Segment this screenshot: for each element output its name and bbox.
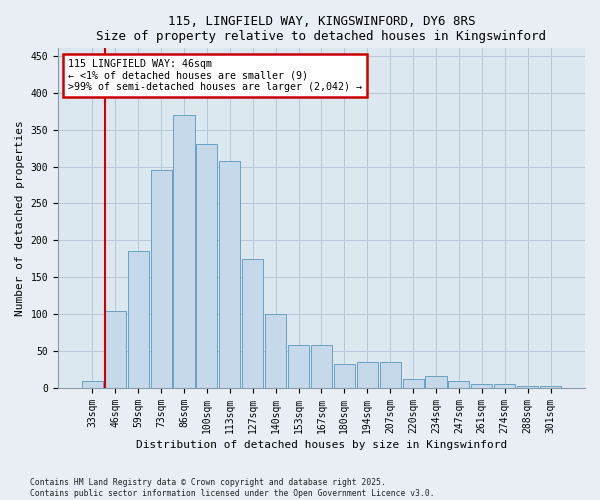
Bar xyxy=(219,162,241,388)
X-axis label: Distribution of detached houses by size in Kingswinford: Distribution of detached houses by size … xyxy=(136,440,507,450)
Bar xyxy=(357,362,378,388)
Bar xyxy=(517,386,538,388)
Bar xyxy=(380,362,401,388)
Bar xyxy=(540,386,561,388)
Text: Contains HM Land Registry data © Crown copyright and database right 2025.
Contai: Contains HM Land Registry data © Crown c… xyxy=(30,478,434,498)
Bar xyxy=(265,314,286,388)
Y-axis label: Number of detached properties: Number of detached properties xyxy=(15,120,25,316)
Bar xyxy=(471,384,493,388)
Bar xyxy=(82,382,103,388)
Text: 115 LINGFIELD WAY: 46sqm
← <1% of detached houses are smaller (9)
>99% of semi-d: 115 LINGFIELD WAY: 46sqm ← <1% of detach… xyxy=(68,58,362,92)
Bar xyxy=(128,252,149,388)
Bar xyxy=(173,115,194,388)
Bar xyxy=(425,376,446,388)
Bar xyxy=(105,310,126,388)
Title: 115, LINGFIELD WAY, KINGSWINFORD, DY6 8RS
Size of property relative to detached : 115, LINGFIELD WAY, KINGSWINFORD, DY6 8R… xyxy=(97,15,547,43)
Bar xyxy=(494,384,515,388)
Bar xyxy=(311,345,332,388)
Bar xyxy=(151,170,172,388)
Bar xyxy=(242,259,263,388)
Bar xyxy=(288,345,309,388)
Bar xyxy=(196,144,217,388)
Bar xyxy=(334,364,355,388)
Bar xyxy=(448,382,469,388)
Bar xyxy=(403,379,424,388)
